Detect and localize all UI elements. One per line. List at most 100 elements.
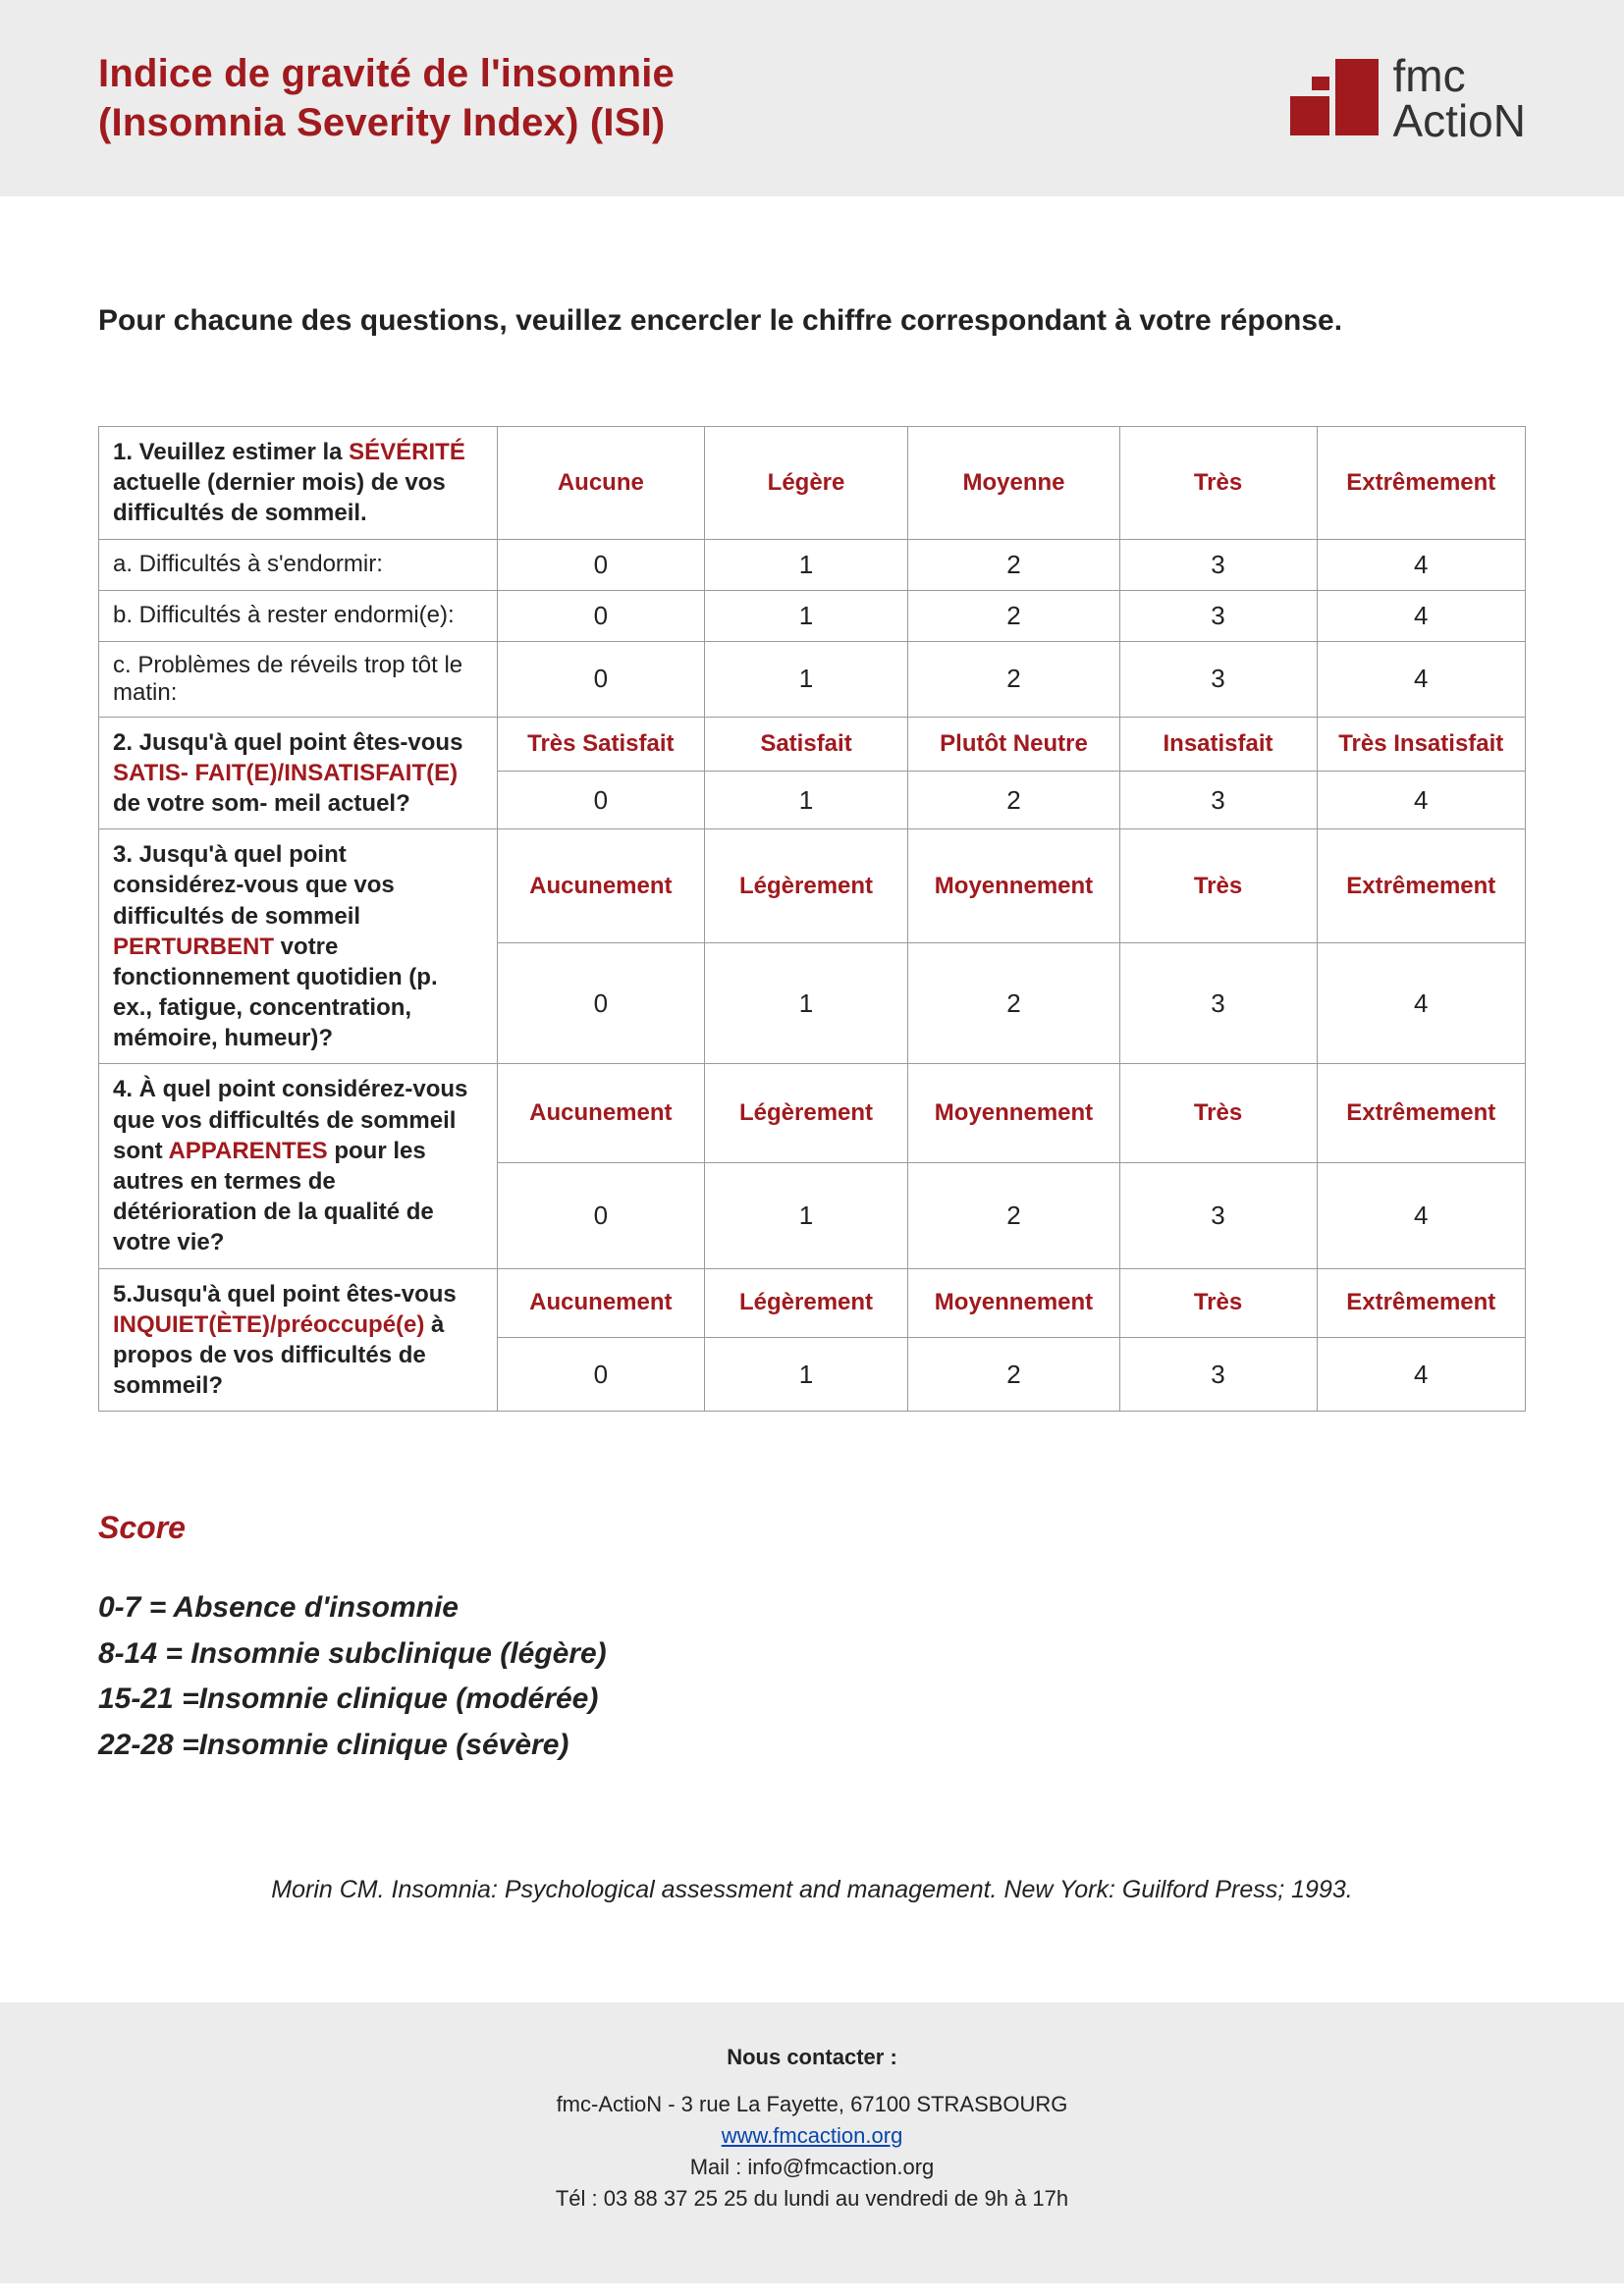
- q4-head-4: Extrêmement: [1317, 1064, 1525, 1163]
- q4-head-3: Très: [1119, 1064, 1317, 1163]
- q2-head-3: Insatisfait: [1119, 717, 1317, 772]
- q3-head-2: Moyennement: [908, 829, 1119, 943]
- q1b-opt-2[interactable]: 2: [908, 590, 1119, 641]
- footer-address: fmc-ActioN - 3 rue La Fayette, 67100 STR…: [98, 2089, 1526, 2120]
- brand-logo: fmc ActioN: [1290, 53, 1526, 143]
- isi-questionnaire-table: 1. Veuillez estimer la SÉVÉRITÉ actuelle…: [98, 426, 1526, 1412]
- q1-head-3: Très: [1119, 427, 1317, 540]
- q3-header-row: 3. Jusqu'à quel point considérez-vous qu…: [99, 829, 1526, 943]
- q2-opt-1[interactable]: 1: [704, 772, 908, 829]
- q3-opt-3[interactable]: 3: [1119, 943, 1317, 1064]
- q4-text: 4. À quel point considérez-vous que vos …: [99, 1064, 498, 1268]
- q5-head-4: Extrêmement: [1317, 1268, 1525, 1338]
- q1a-opt-0[interactable]: 0: [498, 539, 705, 590]
- q2-opt-2[interactable]: 2: [908, 772, 1119, 829]
- q5-opt-3[interactable]: 3: [1119, 1338, 1317, 1412]
- q3-opt-1[interactable]: 1: [704, 943, 908, 1064]
- logo-line2: ActioN: [1392, 98, 1526, 143]
- q2-head-1: Satisfait: [704, 717, 908, 772]
- q5-head-2: Moyennement: [908, 1268, 1119, 1338]
- q2-header-row: 2. Jusqu'à quel point êtes-vous SATIS- F…: [99, 717, 1526, 772]
- q4-head-0: Aucunement: [498, 1064, 705, 1163]
- q4-opt-1[interactable]: 1: [704, 1163, 908, 1268]
- q1-head-4: Extrêmement: [1317, 427, 1525, 540]
- score-line-1: 8-14 = Insomnie subclinique (légère): [98, 1631, 1526, 1678]
- q2-opt-3[interactable]: 3: [1119, 772, 1317, 829]
- q1a-label: a. Difficultés à s'endormir:: [99, 539, 498, 590]
- q1b-label: b. Difficultés à rester endormi(e):: [99, 590, 498, 641]
- logo-text: fmc ActioN: [1392, 53, 1526, 143]
- footer-tel: Tél : 03 88 37 25 25 du lundi au vendred…: [98, 2183, 1526, 2215]
- q1a-opt-2[interactable]: 2: [908, 539, 1119, 590]
- q1b-opt-3[interactable]: 3: [1119, 590, 1317, 641]
- document-body: Pour chacune des questions, veuillez enc…: [0, 196, 1624, 2002]
- q5-head-0: Aucunement: [498, 1268, 705, 1338]
- q1c-row: c. Problèmes de réveils trop tôt le mati…: [99, 641, 1526, 717]
- q1-head-0: Aucune: [498, 427, 705, 540]
- q5-opt-1[interactable]: 1: [704, 1338, 908, 1412]
- q3-head-0: Aucunement: [498, 829, 705, 943]
- footer-url-link[interactable]: www.fmcaction.org: [722, 2123, 903, 2148]
- footer-mail: Mail : info@fmcaction.org: [98, 2152, 1526, 2183]
- q1b-opt-0[interactable]: 0: [498, 590, 705, 641]
- q5-text: 5.Jusqu'à quel point êtes-vous INQUIET(È…: [99, 1268, 498, 1412]
- footer-title: Nous contacter :: [98, 2042, 1526, 2073]
- q5-head-1: Légèrement: [704, 1268, 908, 1338]
- q4-opt-4[interactable]: 4: [1317, 1163, 1525, 1268]
- q2-text: 2. Jusqu'à quel point êtes-vous SATIS- F…: [99, 717, 498, 829]
- q2-head-0: Très Satisfait: [498, 717, 705, 772]
- q1b-opt-4[interactable]: 4: [1317, 590, 1525, 641]
- q3-head-4: Extrêmement: [1317, 829, 1525, 943]
- q4-opt-2[interactable]: 2: [908, 1163, 1119, 1268]
- score-line-0: 0-7 = Absence d'insomnie: [98, 1585, 1526, 1631]
- q5-head-3: Très: [1119, 1268, 1317, 1338]
- footer-bar: Nous contacter : fmc-ActioN - 3 rue La F…: [0, 2002, 1624, 2282]
- q3-head-3: Très: [1119, 829, 1317, 943]
- q1-header-row: 1. Veuillez estimer la SÉVÉRITÉ actuelle…: [99, 427, 1526, 540]
- q4-opt-0[interactable]: 0: [498, 1163, 705, 1268]
- score-line-2: 15-21 =Insomnie clinique (modérée): [98, 1677, 1526, 1723]
- q1c-opt-1[interactable]: 1: [704, 641, 908, 717]
- instructions-text: Pour chacune des questions, veuillez enc…: [98, 304, 1526, 338]
- q4-head-1: Légèrement: [704, 1064, 908, 1163]
- q1b-opt-1[interactable]: 1: [704, 590, 908, 641]
- q1-text: 1. Veuillez estimer la SÉVÉRITÉ actuelle…: [99, 427, 498, 540]
- q3-opt-0[interactable]: 0: [498, 943, 705, 1064]
- score-section: Score 0-7 = Absence d'insomnie 8-14 = In…: [98, 1510, 1526, 1768]
- score-line-3: 22-28 =Insomnie clinique (sévère): [98, 1723, 1526, 1769]
- page-title: Indice de gravité de l'insomnie (Insomni…: [98, 49, 675, 147]
- q3-opt-2[interactable]: 2: [908, 943, 1119, 1064]
- q4-header-row: 4. À quel point considérez-vous que vos …: [99, 1064, 1526, 1163]
- q1-head-2: Moyenne: [908, 427, 1119, 540]
- q1-head-1: Légère: [704, 427, 908, 540]
- q3-head-1: Légèrement: [704, 829, 908, 943]
- q1a-opt-4[interactable]: 4: [1317, 539, 1525, 590]
- q1c-opt-0[interactable]: 0: [498, 641, 705, 717]
- q1b-row: b. Difficultés à rester endormi(e): 0 1 …: [99, 590, 1526, 641]
- q1a-row: a. Difficultés à s'endormir: 0 1 2 3 4: [99, 539, 1526, 590]
- q2-head-4: Très Insatisfait: [1317, 717, 1525, 772]
- q5-opt-4[interactable]: 4: [1317, 1338, 1525, 1412]
- logo-line1: fmc: [1392, 53, 1526, 98]
- q5-opt-2[interactable]: 2: [908, 1338, 1119, 1412]
- q2-opt-0[interactable]: 0: [498, 772, 705, 829]
- citation-text: Morin CM. Insomnia: Psychological assess…: [98, 1876, 1526, 1904]
- logo-mark-icon: [1290, 59, 1379, 137]
- q2-opt-4[interactable]: 4: [1317, 772, 1525, 829]
- q1c-label: c. Problèmes de réveils trop tôt le mati…: [99, 641, 498, 717]
- q3-opt-4[interactable]: 4: [1317, 943, 1525, 1064]
- q4-head-2: Moyennement: [908, 1064, 1119, 1163]
- q1a-opt-3[interactable]: 3: [1119, 539, 1317, 590]
- q1c-opt-3[interactable]: 3: [1119, 641, 1317, 717]
- score-title: Score: [98, 1510, 1526, 1546]
- title-line-1: Indice de gravité de l'insomnie: [98, 52, 675, 95]
- q1c-opt-4[interactable]: 4: [1317, 641, 1525, 717]
- header-bar: Indice de gravité de l'insomnie (Insomni…: [0, 0, 1624, 196]
- q1c-opt-2[interactable]: 2: [908, 641, 1119, 717]
- q5-opt-0[interactable]: 0: [498, 1338, 705, 1412]
- title-line-2: (Insomnia Severity Index) (ISI): [98, 101, 665, 144]
- q2-head-2: Plutôt Neutre: [908, 717, 1119, 772]
- q1a-opt-1[interactable]: 1: [704, 539, 908, 590]
- q5-header-row: 5.Jusqu'à quel point êtes-vous INQUIET(È…: [99, 1268, 1526, 1338]
- q4-opt-3[interactable]: 3: [1119, 1163, 1317, 1268]
